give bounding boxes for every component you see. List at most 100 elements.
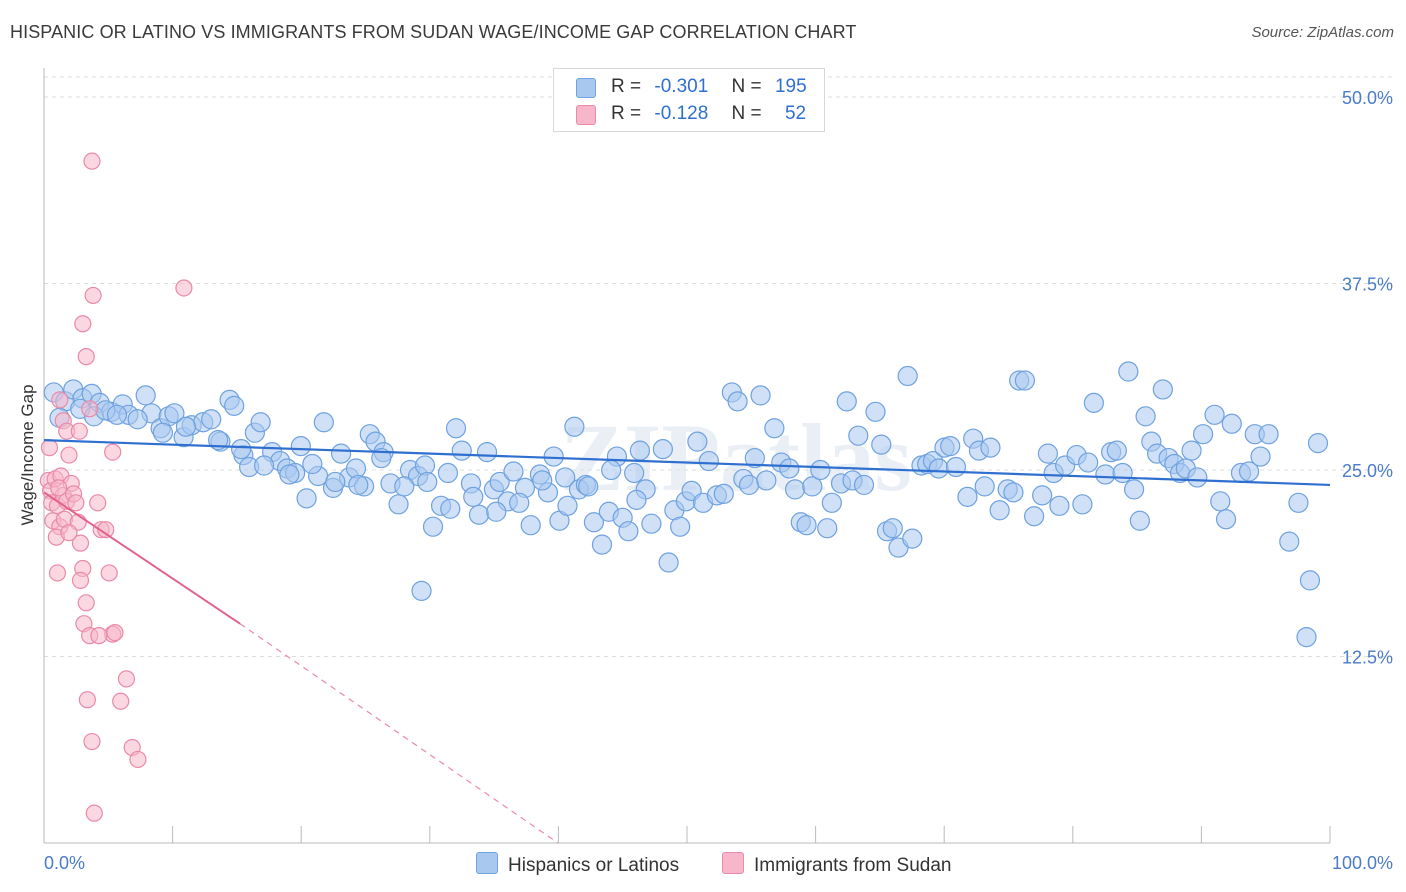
point-hispanics	[463, 486, 484, 507]
point-hispanics	[1078, 452, 1099, 473]
point-hispanics	[207, 430, 229, 451]
point-hispanics	[836, 391, 857, 412]
point-hispanics	[779, 458, 800, 479]
point-sudan	[106, 624, 124, 642]
point-sudan	[70, 422, 88, 440]
point-sudan	[100, 564, 118, 582]
point-hispanics	[564, 416, 585, 437]
point-hispanics	[853, 474, 875, 496]
point-hispanics	[652, 439, 673, 460]
point-sudan	[104, 443, 122, 461]
point-hispanics	[1279, 531, 1300, 552]
point-hispanics	[796, 515, 817, 536]
point-hispanics	[509, 492, 530, 513]
n-value: 52	[784, 103, 807, 124]
point-sudan	[112, 692, 130, 710]
point-hispanics	[476, 441, 498, 463]
legend-label-sudan: Immigrants from Sudan	[754, 855, 952, 876]
point-hispanics	[557, 495, 578, 516]
point-hispanics	[1118, 361, 1139, 382]
point-hispanics	[848, 425, 869, 446]
legend-label-hispanics: Hispanics or Latinos	[508, 855, 680, 876]
point-hispanics	[974, 476, 995, 497]
point-hispanics	[821, 492, 842, 513]
point-hispanics	[618, 521, 639, 542]
point-hispanics	[756, 470, 777, 491]
point-hispanics	[290, 436, 311, 457]
point-hispanics	[1288, 492, 1309, 513]
point-hispanics	[750, 385, 771, 406]
point-hispanics	[445, 418, 467, 439]
point-hispanics	[1204, 404, 1225, 425]
y-tick-labels: 12.5% 25.0% 37.5% 50.0%	[1342, 88, 1393, 668]
point-hispanics	[489, 471, 510, 493]
point-hispanics	[1032, 485, 1053, 506]
point-hispanics	[302, 453, 323, 475]
point-hispanics	[437, 462, 459, 484]
point-hispanics	[503, 461, 524, 482]
bottom-legend-hispanics: Hispanics or Latinos	[476, 852, 679, 877]
point-hispanics	[698, 450, 719, 472]
point-hispanics	[1221, 413, 1242, 434]
point-hispanics	[325, 471, 346, 493]
point-hispanics	[802, 476, 823, 497]
point-hispanics	[279, 464, 300, 485]
point-hispanics	[1083, 392, 1104, 413]
point-sudan	[40, 439, 59, 457]
point-hispanics	[897, 365, 918, 387]
trend-line-sudan-extension	[239, 623, 559, 844]
point-hispanics	[1037, 443, 1059, 464]
point-hispanics	[313, 412, 334, 433]
point-hispanics	[591, 534, 613, 555]
point-sudan	[89, 494, 107, 512]
legend-swatch-sudan	[722, 852, 744, 874]
point-hispanics	[296, 488, 317, 509]
point-hispanics	[106, 404, 128, 425]
point-hispanics	[1003, 482, 1024, 503]
point-sudan	[85, 804, 103, 822]
point-hispanics	[417, 471, 438, 493]
point-hispanics	[687, 431, 708, 452]
point-sudan	[71, 571, 90, 590]
point-hispanics	[658, 552, 679, 573]
point-sudan	[48, 564, 67, 582]
axes	[43, 68, 1331, 844]
x-tick-label-min: 0.0%	[44, 853, 85, 873]
point-hispanics	[1106, 440, 1127, 461]
point-sudan	[77, 594, 95, 612]
point-hispanics	[601, 459, 622, 481]
point-hispanics	[1296, 627, 1317, 648]
point-hispanics	[1215, 509, 1237, 530]
point-hispanics	[629, 440, 651, 461]
series-hispanics-points	[43, 361, 1329, 648]
point-hispanics	[578, 476, 599, 497]
point-sudan	[50, 479, 68, 497]
legend-swatch-sudan	[576, 105, 596, 125]
point-hispanics	[224, 395, 245, 416]
point-hispanics	[330, 443, 352, 464]
point-hispanics	[871, 434, 892, 455]
point-hispanics	[451, 440, 472, 461]
point-hispanics	[1238, 461, 1260, 482]
point-sudan	[83, 152, 101, 170]
chart-title: HISPANIC OR LATINO VS IMMIGRANTS FROM SU…	[10, 22, 857, 42]
point-hispanics	[641, 513, 662, 534]
point-hispanics	[1095, 464, 1116, 485]
point-sudan	[51, 391, 69, 409]
point-hispanics	[1250, 446, 1271, 467]
point-hispanics	[371, 447, 392, 469]
point-sudan	[175, 279, 193, 297]
point-hispanics	[738, 474, 760, 496]
point-hispanics	[1152, 379, 1173, 400]
y-tick-label: 50.0%	[1342, 88, 1393, 108]
point-hispanics	[902, 528, 923, 549]
point-sudan	[77, 348, 95, 366]
point-hispanics	[624, 462, 645, 484]
y-axis-label: Wage/Income Gap	[18, 384, 37, 525]
trend-lines	[43, 439, 1331, 844]
point-sudan	[67, 494, 85, 512]
n-label: N =	[731, 76, 762, 97]
trend-line-sudan	[43, 491, 241, 625]
point-hispanics	[250, 412, 271, 433]
point-hispanics	[411, 580, 432, 601]
